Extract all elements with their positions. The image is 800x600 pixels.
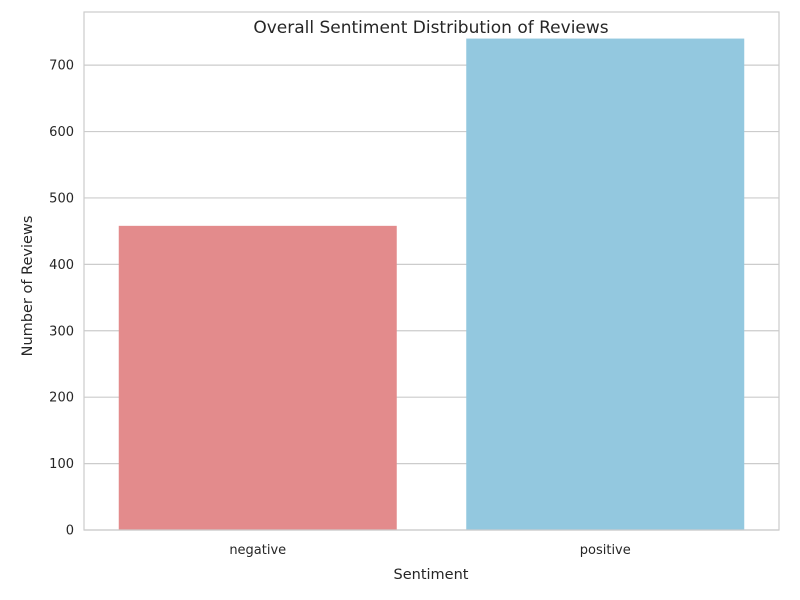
x-ticks: negative positive [229, 543, 630, 558]
y-tick-label: 500 [49, 191, 74, 206]
chart-title: Overall Sentiment Distribution of Review… [253, 18, 608, 38]
y-tick-label: 400 [49, 258, 74, 273]
y-ticks: 0 100 200 300 400 500 600 700 [49, 59, 74, 539]
bar-negative [118, 225, 397, 531]
y-tick-label: 600 [49, 125, 74, 140]
bars [118, 38, 745, 531]
y-tick-label: 300 [49, 324, 74, 339]
y-axis-label: Number of Reviews [20, 216, 36, 357]
x-tick-label-negative: negative [229, 543, 286, 558]
x-tick-label-positive: positive [580, 543, 631, 558]
y-tick-label: 0 [66, 524, 74, 539]
x-axis-label: Sentiment [394, 567, 469, 583]
bar-positive [466, 38, 745, 531]
y-tick-label: 200 [49, 391, 74, 406]
plot-frame [83, 11, 780, 531]
y-tick-label: 700 [49, 59, 74, 74]
y-tick-label: 100 [49, 457, 74, 472]
